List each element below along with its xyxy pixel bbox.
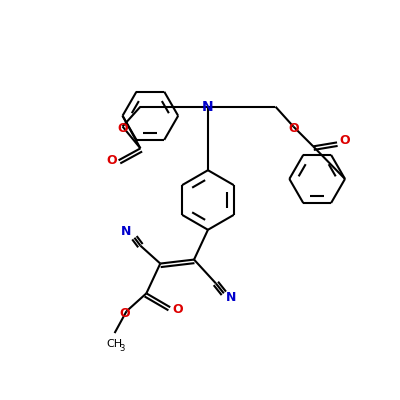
Text: N: N <box>226 291 236 304</box>
Text: O: O <box>172 303 183 316</box>
Text: O: O <box>339 134 350 147</box>
Text: N: N <box>121 225 132 238</box>
Text: O: O <box>117 122 128 135</box>
Text: O: O <box>119 307 130 320</box>
Text: N: N <box>202 100 214 114</box>
Text: 3: 3 <box>119 344 124 353</box>
Text: O: O <box>288 122 299 135</box>
Text: O: O <box>106 154 117 167</box>
Text: CH: CH <box>106 339 123 349</box>
